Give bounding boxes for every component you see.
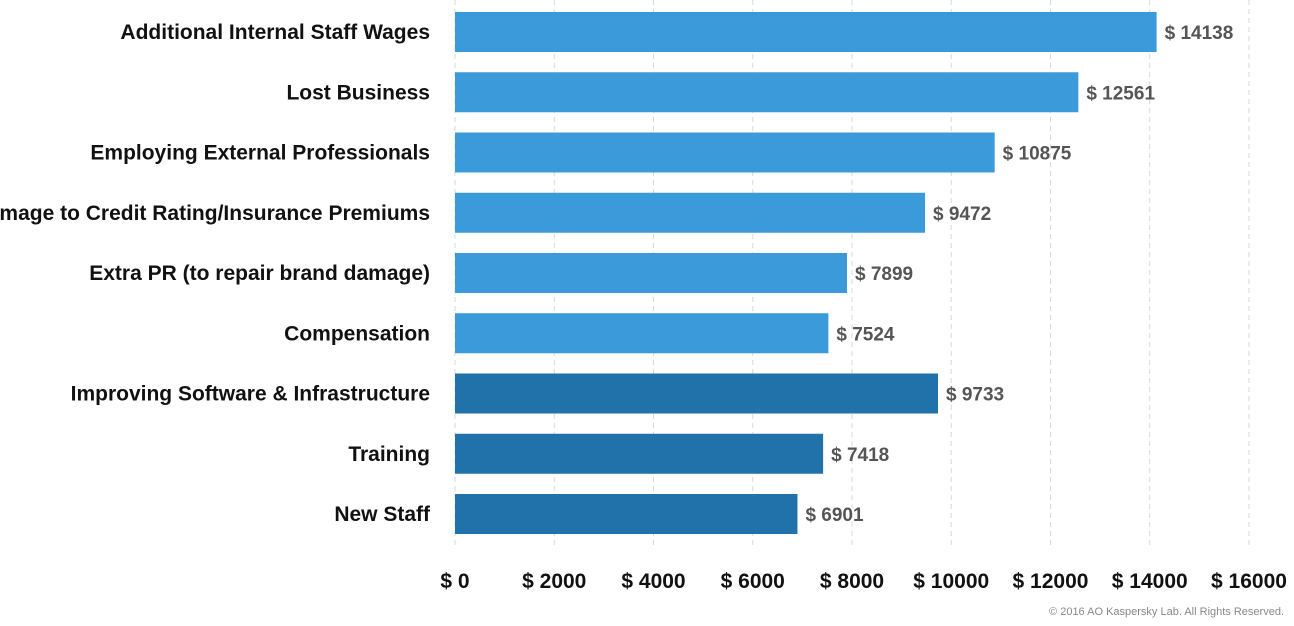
x-tick-label-7: $ 14000 [1112,570,1188,593]
value-label-6: $ 9733 [946,385,1004,406]
bar-3 [455,192,926,233]
value-label-7: $ 7418 [831,445,889,466]
value-label-3: $ 9472 [933,204,991,225]
value-label-8: $ 6901 [805,505,864,526]
category-label-0: Additional Internal Staff Wages [120,21,430,44]
x-tick-label-6: $ 12000 [1013,570,1089,593]
category-label-2: Employing External Professionals [90,142,430,165]
x-tick-label-2: $ 4000 [621,570,685,593]
value-label-2: $ 10875 [1003,144,1072,165]
category-label-7: Training [348,443,430,466]
value-label-1: $ 12561 [1086,83,1155,104]
x-tick-label-layer: $ 0 $ 2000 $ 4000 $ 6000 $ 8000 $ 10000 $ 1200… [440,570,1287,593]
bar-0 [455,12,1157,52]
copyright-notice: © 2016 AO Kaspersky Lab. All Rights Rese… [1049,606,1284,618]
value-label-5: $ 7524 [836,324,895,345]
value-label-0: $ 14138 [1165,23,1234,44]
category-label-8: New Staff [334,503,431,526]
x-tick-label-8: $ 16000 [1211,570,1287,593]
bar-4 [455,253,847,293]
x-tick-label-0: $ 0 [440,570,469,593]
bar-5 [455,313,829,354]
category-label-5: Compensation [284,322,430,345]
bar-layer [455,12,1157,534]
category-label-4: Extra PR (to repair brand damage) [89,262,430,285]
value-label-4: $ 7899 [855,264,913,285]
category-label-6: Improving Software & Infrastructure [71,383,430,406]
x-tick-label-5: $ 10000 [913,570,989,593]
bar-8 [455,494,798,534]
value-label-layer: $ 14138 $ 12561 $ 10875 $ 9472 $ 7899 $ 7524 $… [805,23,1233,526]
bar-7 [455,433,824,474]
x-tick-label-3: $ 6000 [721,570,785,593]
category-label-1: Lost Business [286,81,430,104]
bar-1 [455,72,1079,113]
category-label-3: Damage to Credit Rating/Insurance Premiu… [0,202,430,225]
bar-6 [455,373,939,414]
x-tick-label-4: $ 8000 [820,570,884,593]
bar-2 [455,132,995,173]
category-label-layer: Additional Internal Staff Wages Lost Busi… [0,21,431,526]
x-tick-label-1: $ 2000 [522,570,586,593]
